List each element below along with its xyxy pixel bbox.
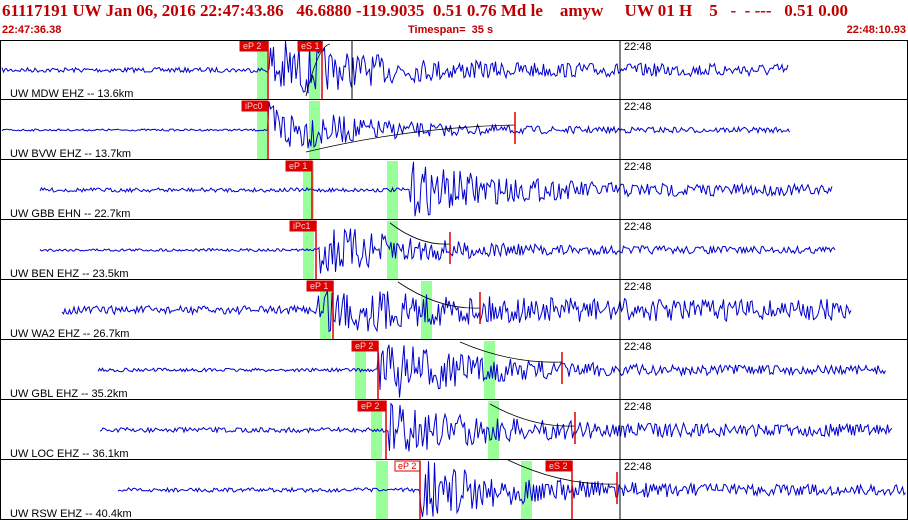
pick-label: eP 1 (289, 161, 307, 171)
waveform-trace (99, 402, 893, 452)
channel-row[interactable]: 22:48 eP 2 eS 1 UW MDW EHZ -- 13.6km (0, 40, 908, 100)
minute-label: 22:48 (624, 461, 652, 473)
pick-label: eP 2 (361, 401, 379, 411)
arrival-curve (305, 124, 516, 153)
arrival-curve (489, 403, 576, 427)
phase-pick[interactable]: eP 1 (306, 280, 334, 339)
phase-pick[interactable]: eP 2 (394, 460, 421, 519)
arrival-curve (507, 459, 618, 485)
arrival-curve (397, 281, 481, 309)
station-label: UW GBL EHZ -- 35.2km (10, 388, 128, 400)
pick-label: iPc0 (245, 101, 263, 111)
station-label: UW BEN EHZ -- 23.5km (10, 268, 129, 280)
channel-row[interactable]: 22:48 eP 2 UW LOC EHZ -- 36.1km (0, 400, 908, 460)
phase-window (421, 281, 432, 339)
pick-label: eP 2 (355, 341, 373, 351)
waveform-trace (1, 101, 790, 149)
phase-window (355, 341, 366, 399)
waveform-trace (1, 40, 789, 94)
phase-pick[interactable]: eS 2 (545, 460, 573, 519)
minute-label: 22:48 (624, 401, 652, 413)
waveform-trace (39, 161, 833, 217)
waveform-trace (97, 344, 886, 398)
pick-label: eS 2 (549, 461, 568, 471)
channel-row[interactable]: 22:48 iPc1 UW BEN EHZ -- 23.5km (0, 220, 908, 280)
pick-label: eP 2 (398, 461, 416, 471)
phase-window (309, 101, 320, 159)
arrival-curve (459, 341, 563, 363)
phase-window (484, 341, 495, 399)
phase-pick[interactable]: iPc1 (289, 220, 317, 279)
waveform-trace (39, 228, 836, 274)
pick-label: iPc1 (293, 221, 311, 231)
phase-pick[interactable]: eP 1 (285, 160, 313, 219)
event-summary-title: 61117191 UW Jan 06, 2016 22:47:43.86 46.… (2, 1, 849, 20)
seismogram-panel[interactable]: 22:48 eP 2 eS 1 UW MDW EHZ -- 13.6km 22:48 iP… (0, 40, 908, 520)
phase-pick[interactable]: eP 2 (351, 340, 379, 399)
phase-window (309, 41, 320, 99)
phase-pick[interactable]: eP 2 (357, 400, 387, 459)
station-label: UW RSW EHZ -- 40.4km (10, 508, 132, 520)
phase-window (387, 161, 398, 219)
channel-row[interactable]: 22:48 eP 1 UW GBB EHN -- 22.7km (0, 160, 908, 220)
minute-label: 22:48 (624, 161, 652, 173)
minute-label: 22:48 (624, 341, 652, 353)
channel-row[interactable]: 22:48 eP 2 UW GBL EHZ -- 35.2km (0, 340, 908, 400)
arrival-curve (305, 43, 331, 97)
phase-pick[interactable]: iPc0 (241, 100, 269, 159)
phase-window (320, 281, 331, 339)
minute-label: 22:48 (624, 221, 652, 233)
station-label: UW LOC EHZ -- 36.1km (10, 448, 129, 460)
event-header: 61117191 UW Jan 06, 2016 22:47:43.86 46.… (0, 0, 908, 40)
station-label: UW WA2 EHZ -- 26.7km (10, 328, 129, 340)
phase-window (387, 221, 398, 279)
channel-row[interactable]: 22:48 eP 2 eS 2 UW RSW EHZ -- 40.4km (0, 459, 908, 520)
station-label: UW GBB EHN -- 22.7km (10, 208, 130, 220)
station-label: UW MDW EHZ -- 13.6km (10, 88, 133, 100)
minute-label: 22:48 (624, 41, 652, 53)
station-label: UW BVW EHZ -- 13.7km (10, 148, 131, 160)
timespan-label: Timespan= 35 s (408, 24, 494, 36)
window-start-time: 22:47:36.38 (2, 24, 62, 36)
pick-label: eS 1 (301, 41, 320, 51)
pick-label: eP 1 (310, 281, 328, 291)
channel-rows: 22:48 eP 2 eS 1 UW MDW EHZ -- 13.6km 22:48 iP… (0, 40, 908, 520)
pick-label: eP 2 (243, 41, 261, 51)
window-end-time: 22:48:10.93 (846, 24, 906, 36)
phase-window (257, 41, 267, 99)
minute-label: 22:48 (624, 281, 652, 293)
waveform-trace (117, 461, 906, 517)
channel-row[interactable]: 22:48 eP 1 UW WA2 EHZ -- 26.7km (0, 280, 908, 340)
arrival-curve (389, 222, 451, 245)
channel-row[interactable]: 22:48 iPc0 UW BVW EHZ -- 13.7km (0, 100, 908, 160)
waveform-trace (61, 290, 852, 333)
minute-label: 22:48 (624, 101, 652, 113)
